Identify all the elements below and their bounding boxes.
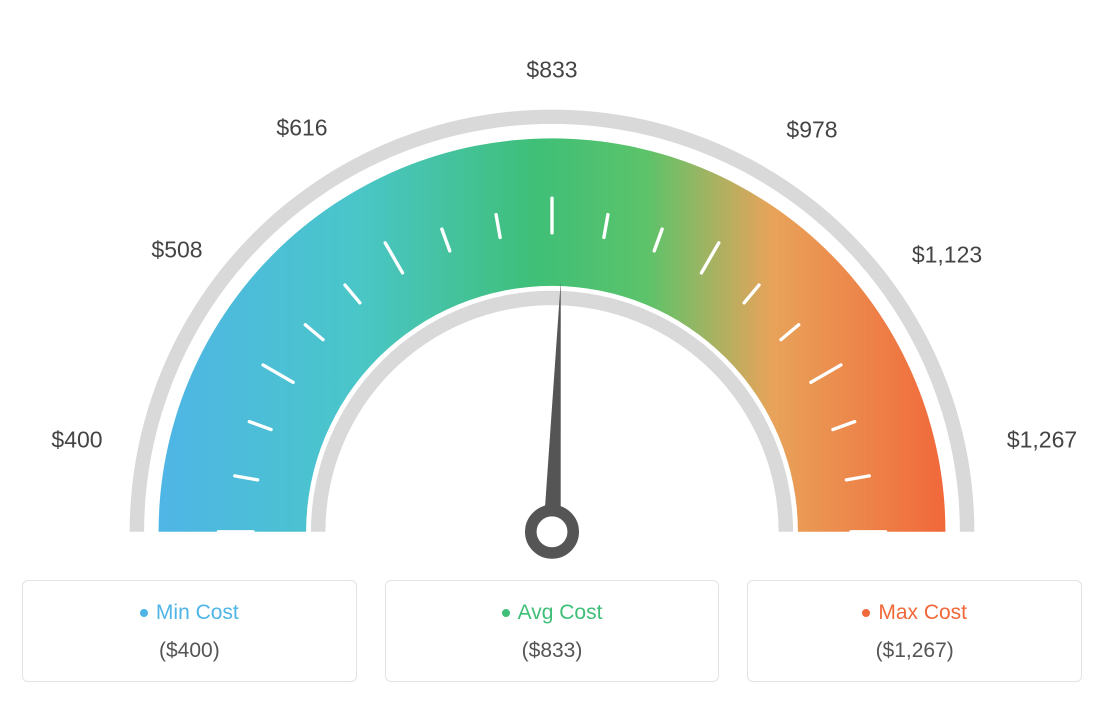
legend-card-avg: Avg Cost ($833) (385, 580, 720, 682)
cost-gauge: $400 $508 $616 $833 $978 $1,123 $1,267 (22, 40, 1082, 580)
legend-value-min: ($400) (33, 639, 346, 663)
legend-value-avg: ($833) (396, 639, 709, 663)
gauge-tick-label: $400 (51, 427, 102, 454)
legend-card-max: Max Cost ($1,267) (747, 580, 1082, 682)
gauge-tick-label: $833 (526, 57, 577, 84)
legend-row: Min Cost ($400) Avg Cost ($833) Max Cost… (22, 580, 1082, 682)
gauge-tick-label: $508 (151, 237, 202, 264)
gauge-tick-label: $616 (276, 115, 327, 142)
dot-icon (140, 609, 148, 617)
legend-title-text: Max Cost (878, 601, 967, 625)
dot-icon (502, 609, 510, 617)
gauge-tick-label: $978 (786, 117, 837, 144)
gauge-svg (22, 40, 1082, 580)
gauge-tick-label: $1,267 (1007, 427, 1077, 454)
legend-value-max: ($1,267) (758, 639, 1071, 663)
dot-icon (862, 609, 870, 617)
gauge-tick-label: $1,123 (912, 242, 982, 269)
legend-title-min: Min Cost (140, 601, 239, 625)
legend-title-text: Min Cost (156, 601, 239, 625)
legend-title-avg: Avg Cost (502, 601, 603, 625)
legend-card-min: Min Cost ($400) (22, 580, 357, 682)
legend-title-text: Avg Cost (518, 601, 603, 625)
legend-title-max: Max Cost (862, 601, 967, 625)
